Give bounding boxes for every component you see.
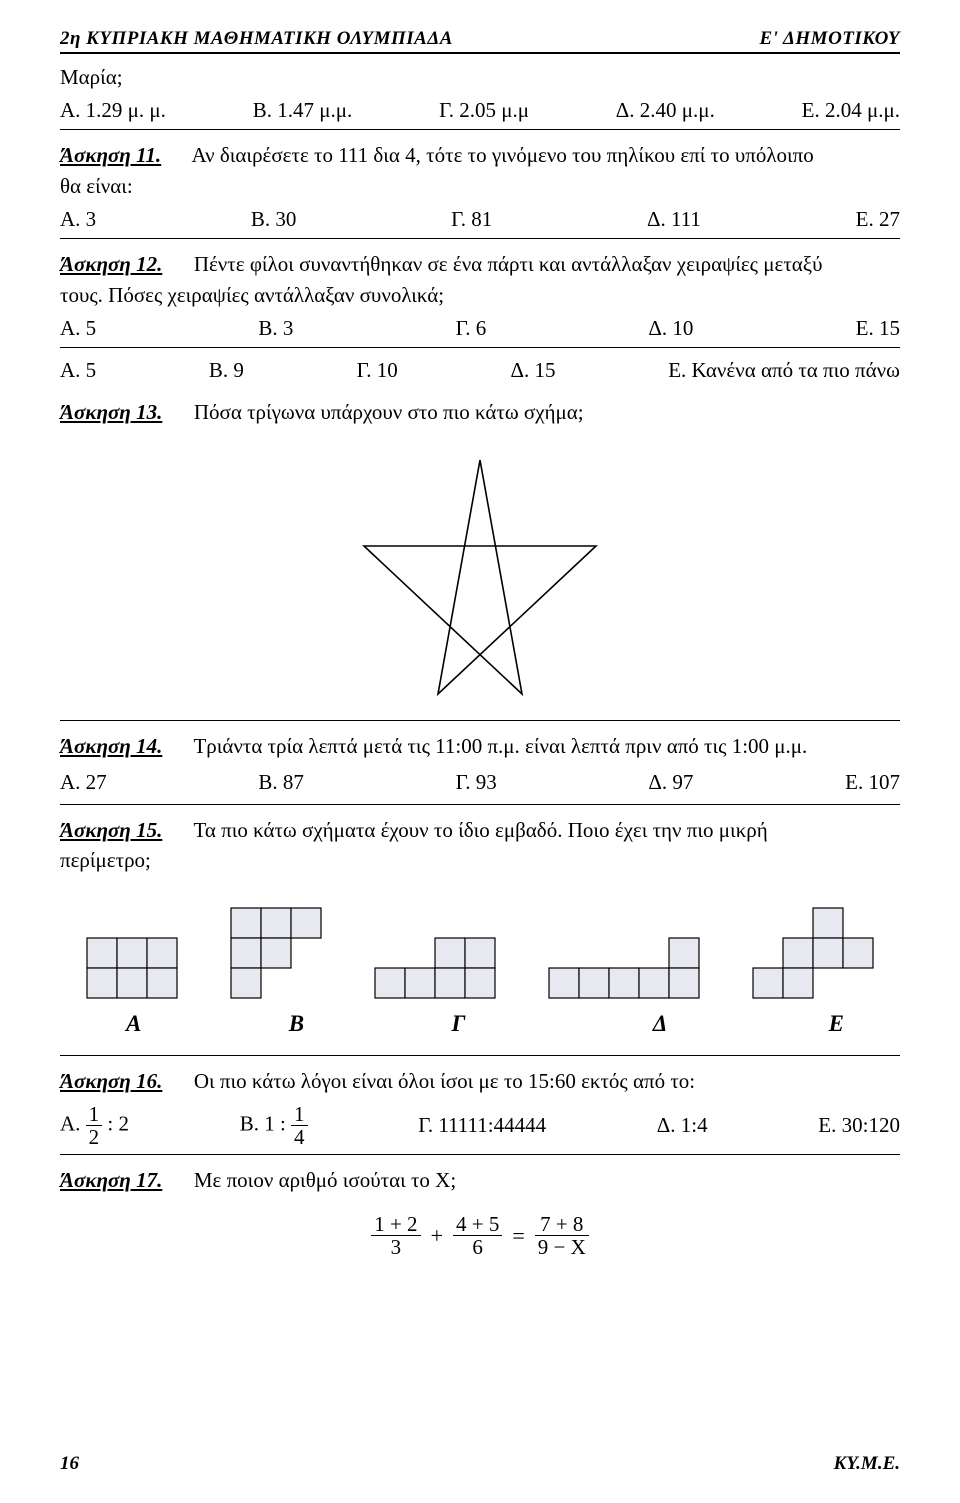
header-left: 2η ΚΥΠΡΙΑΚΗ ΜΑΘΗΜΑΤΙΚΗ ΟΛΥΜΠΙΑΔΑ <box>60 28 453 50</box>
ans-a: Α. 27 <box>60 767 107 797</box>
ans-a: Α. 5 <box>60 316 96 341</box>
ans-d: Δ. 2.40 μ.μ. <box>616 98 715 123</box>
footer-org: ΚΥ.Μ.Ε. <box>834 1453 900 1475</box>
ex13-label: Άσκηση 13. <box>60 400 162 424</box>
footer-page-number: 16 <box>60 1453 79 1475</box>
ans-d: Δ. 97 <box>648 767 693 797</box>
ans-c: Γ. 6 <box>456 316 487 341</box>
label-a: Α <box>126 1011 141 1037</box>
ans-e: Ε. 2.04 μ.μ. <box>802 98 900 123</box>
eq-plus: + <box>431 1223 443 1249</box>
maria-answers: Α. 1.29 μ. μ. Β. 1.47 μ.μ. Γ. 2.05 μ.μ Δ… <box>60 98 900 130</box>
ex17-text1: Με ποιον αριθμό ισούται το Χ; <box>194 1168 456 1192</box>
ex12-text2: τους. Πόσες χειραψίες αντάλλαξαν συνολικ… <box>60 283 444 307</box>
eq-equals: = <box>512 1223 524 1249</box>
shape-a <box>86 937 178 999</box>
ex15-text1: Τα πιο κάτω σχήματα έχουν το ίδιο εμβαδό… <box>193 818 767 842</box>
ex11-text2: θα είναι: <box>60 174 133 198</box>
ans-a: Α. 3 <box>60 207 96 232</box>
label-c: Γ <box>452 1011 466 1037</box>
ans-b: Β. 3 <box>258 316 293 341</box>
ex14-label: Άσκηση 14. <box>60 734 162 758</box>
ex12-label: Άσκηση 12. <box>60 252 162 276</box>
ans-b: Β. 30 <box>251 207 297 232</box>
ex15: Άσκηση 15. Τα πιο κάτω σχήματα έχουν το … <box>60 815 900 876</box>
ans-a: Α. 12 : 2 <box>60 1103 129 1148</box>
ans-c: Γ. 11111:44444 <box>418 1113 546 1138</box>
ans-a: Α. 5 <box>60 358 96 383</box>
eq-d3: 9 − Χ <box>535 1236 589 1258</box>
ex14-text1: Τριάντα τρία λεπτά μετά τις 11:00 π.μ. ε… <box>193 734 807 758</box>
ans-c: Γ. 93 <box>456 767 497 797</box>
orphan-answers: Α. 5 Β. 9 Γ. 10 Δ. 15 Ε. Κανένα από τα π… <box>60 358 900 383</box>
ex17-label: Άσκηση 17. <box>60 1168 162 1192</box>
ex15-text2: περίμετρο; <box>60 848 151 872</box>
ex12-text1: Πέντε φίλοι συναντήθηκαν σε ένα πάρτι κα… <box>194 252 823 276</box>
ans-b: Β. 87 <box>258 767 304 797</box>
label-e: Ε <box>829 1011 844 1037</box>
ans-e: Ε. 27 <box>856 207 900 232</box>
star-figure <box>340 442 620 702</box>
ex16-text1: Οι πιο κάτω λόγοι είναι όλοι ίσοι με το … <box>194 1069 695 1093</box>
label-d: Δ <box>653 1011 667 1037</box>
ex13: Άσκηση 13. Πόσα τρίγωνα υπάρχουν στο πιο… <box>60 397 900 427</box>
ex16-label: Άσκηση 16. <box>60 1069 162 1093</box>
ex13-text1: Πόσα τρίγωνα υπάρχουν στο πιο κάτω σχήμα… <box>194 400 584 424</box>
ex17-equation: 1 + 2 3 + 4 + 5 6 = 7 + 8 9 − Χ <box>60 1213 900 1258</box>
ans-d: Δ. 111 <box>647 207 701 232</box>
ex11-text1: Αν διαιρέσετε το 111 δια 4, τότε το γινό… <box>192 143 814 167</box>
page-footer: 16 ΚΥ.Μ.Ε. <box>60 1453 900 1475</box>
ex16-answers: Α. 12 : 2 Β. 1 : 14 Γ. 11111:44444 Δ. 1:… <box>60 1103 900 1155</box>
ans-d: Δ. 1:4 <box>657 1113 708 1138</box>
shape-c <box>374 937 496 999</box>
ex15-shapes <box>86 907 874 999</box>
maria-prompt: Μαρία; <box>60 62 900 92</box>
ans-d: Δ. 15 <box>510 358 555 383</box>
ex17: Άσκηση 17. Με ποιον αριθμό ισούται το Χ; <box>60 1165 900 1195</box>
ans-c: Γ. 81 <box>451 207 492 232</box>
ans-e: Ε. 15 <box>856 316 900 341</box>
ans-d: Δ. 10 <box>648 316 693 341</box>
ans-e: Ε. Κανένα από τα πιο πάνω <box>668 358 900 383</box>
eq-n2: 4 + 5 <box>453 1213 502 1236</box>
eq-d2: 6 <box>453 1236 502 1258</box>
eq-n3: 7 + 8 <box>535 1213 589 1236</box>
shape-e <box>752 907 874 999</box>
ex12: Άσκηση 12. Πέντε φίλοι συναντήθηκαν σε έ… <box>60 249 900 310</box>
header-right: Ε' ΔΗΜΟΤΙΚΟΥ <box>759 28 900 50</box>
ex12-answers: Α. 5 Β. 3 Γ. 6 Δ. 10 Ε. 15 <box>60 316 900 348</box>
star-polygon <box>364 460 596 694</box>
ex14-answers: Α. 27 Β. 87 Γ. 93 Δ. 97 Ε. 107 <box>60 767 900 797</box>
shape-b <box>230 907 322 999</box>
ans-b: Β. 1.47 μ.μ. <box>253 98 353 123</box>
ans-c: Γ. 2.05 μ.μ <box>439 98 529 123</box>
ans-e: Ε. 30:120 <box>818 1113 900 1138</box>
ex11: Άσκηση 11. Αν διαιρέσετε το 111 δια 4, τ… <box>60 140 900 201</box>
ex14: Άσκηση 14. Τριάντα τρία λεπτά μετά τις 1… <box>60 720 900 805</box>
ans-a: Α. 1.29 μ. μ. <box>60 98 166 123</box>
ex15-label: Άσκηση 15. <box>60 818 162 842</box>
ans-b: Β. 1 : 14 <box>240 1103 308 1148</box>
label-b: Β <box>289 1011 304 1037</box>
ans-c: Γ. 10 <box>357 358 398 383</box>
eq-d1: 3 <box>371 1236 420 1258</box>
eq-n1: 1 + 2 <box>371 1213 420 1236</box>
ex15-labels: Α Β Γ Δ Ε <box>126 1011 844 1037</box>
ex11-answers: Α. 3 Β. 30 Γ. 81 Δ. 111 Ε. 27 <box>60 207 900 239</box>
page-header: 2η ΚΥΠΡΙΑΚΗ ΜΑΘΗΜΑΤΙΚΗ ΟΛΥΜΠΙΑΔΑ Ε' ΔΗΜΟ… <box>60 28 900 54</box>
ex11-label: Άσκηση 11. <box>60 143 161 167</box>
ans-b: Β. 9 <box>209 358 244 383</box>
ex16: Άσκηση 16. Οι πιο κάτω λόγοι είναι όλοι … <box>60 1066 900 1096</box>
shape-d <box>548 937 700 999</box>
ans-e: Ε. 107 <box>845 767 900 797</box>
